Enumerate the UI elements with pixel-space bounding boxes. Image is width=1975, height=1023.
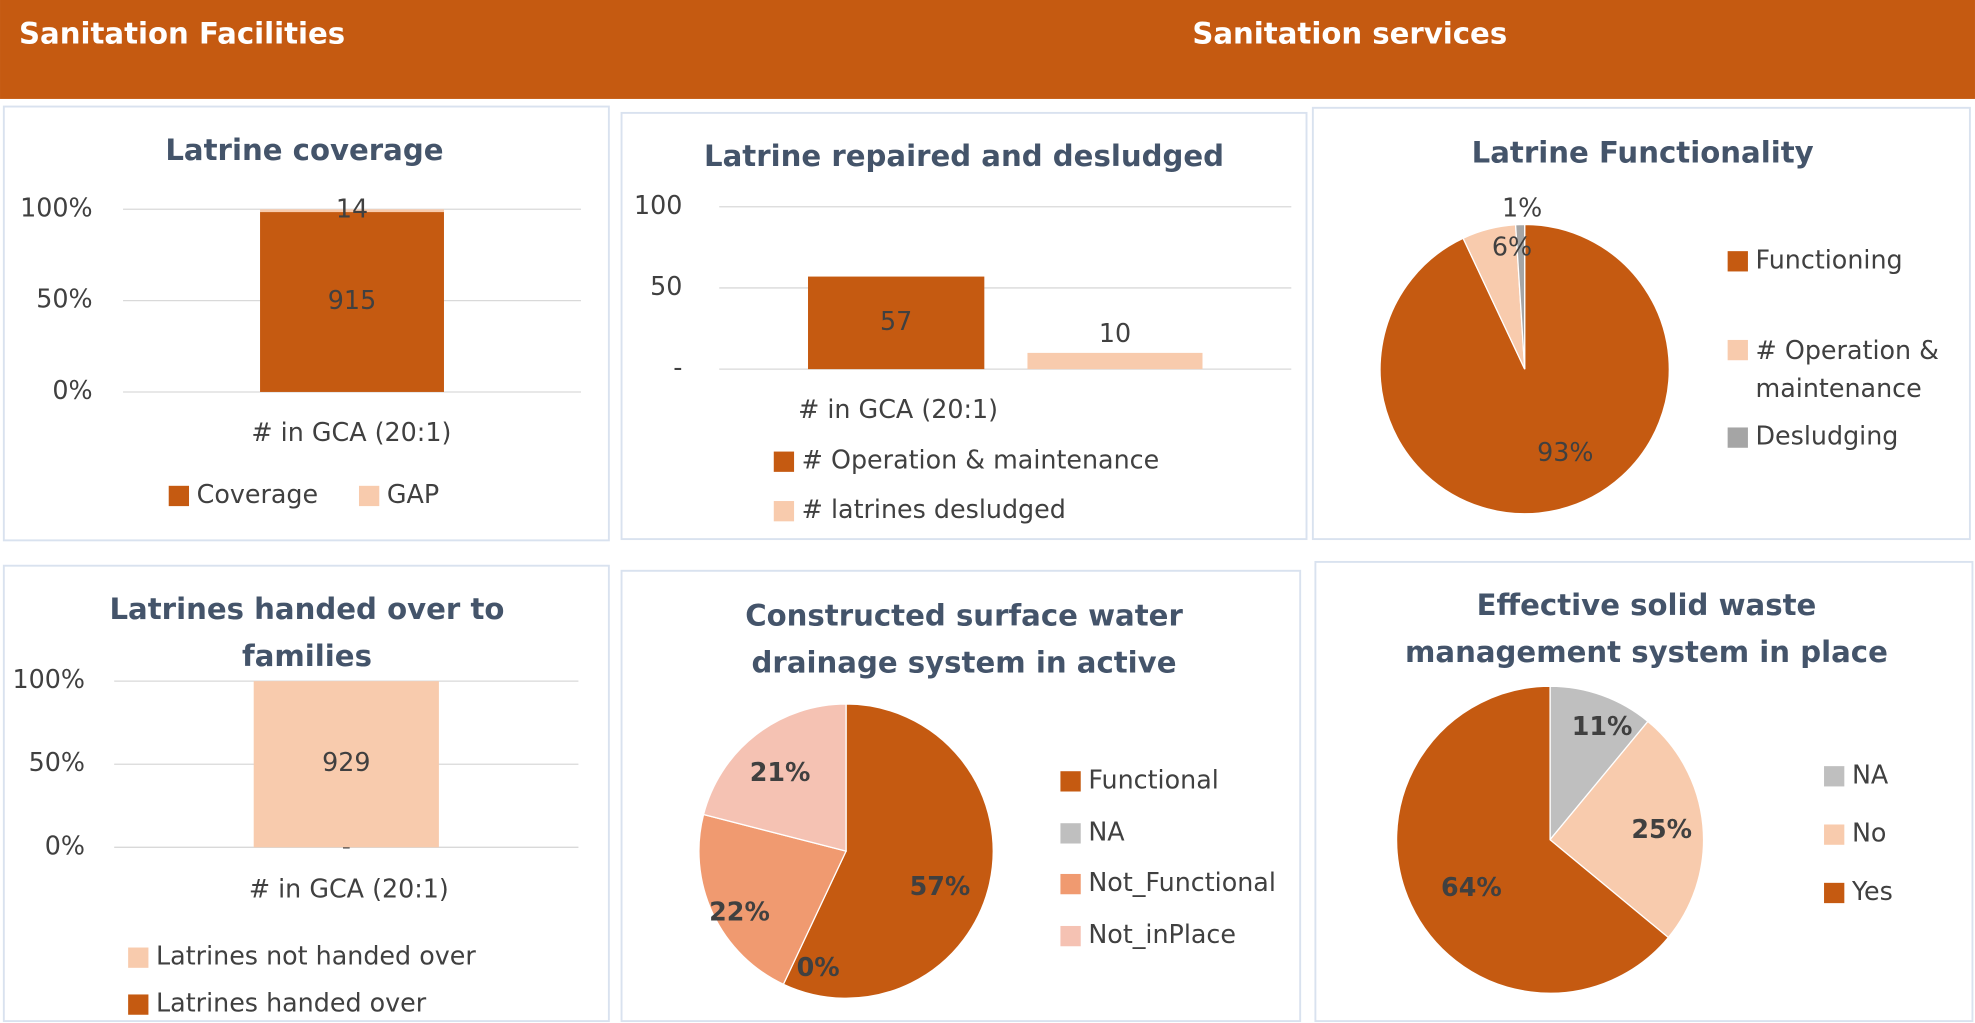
legend-swatch [1727, 339, 1748, 361]
data-label: 11% [1572, 711, 1633, 741]
data-label: 93% [1537, 437, 1593, 467]
y-tick-label: 0% [52, 375, 92, 405]
pie-slice [1549, 685, 1649, 842]
header-left: Sanitation Facilities [19, 17, 345, 51]
legend-label: Not_Functional [1088, 867, 1276, 897]
pie-slice [698, 813, 847, 986]
data-label: 25% [1631, 814, 1692, 844]
legend-label: NA [1852, 759, 1889, 789]
pie-slice [1396, 685, 1670, 994]
chart-title: Latrine Functionality [1471, 136, 1814, 170]
pie-slice [1549, 720, 1705, 939]
legend-label: Functional [1088, 764, 1218, 794]
y-tick-label: 100% [20, 192, 92, 222]
data-label: 21% [750, 757, 811, 787]
y-tick-label: 50% [29, 747, 85, 777]
legend-swatch [1727, 251, 1748, 272]
legend-label: # Operation & maintenance [1755, 334, 1939, 404]
legend-swatch [773, 501, 795, 522]
chart-title-box: Latrine Functionality [1471, 136, 1814, 170]
legend-label: # latrines desludged [802, 494, 1066, 524]
chart-title-box: Latrines handed over to families [109, 593, 505, 674]
legend-label: Latrines handed over [156, 988, 427, 1018]
chart-title: Latrine coverage [165, 134, 444, 168]
data-label: 0% [797, 952, 840, 982]
chart-title: Effective solid waste management system … [1404, 589, 1888, 670]
bar [1027, 352, 1203, 370]
data-label: 57 [880, 306, 912, 336]
legend-label: Yes [1851, 876, 1893, 906]
data-label: 57% [910, 871, 971, 901]
legend-label: Coverage [197, 479, 319, 509]
legend-label: No [1852, 818, 1887, 848]
y-tick-label: 0% [45, 830, 85, 860]
pie-slice [1514, 223, 1526, 370]
chart-title: Latrine repaired and desludged [704, 140, 1225, 174]
legend-swatch [1060, 771, 1081, 792]
legend-swatch [1060, 925, 1081, 947]
pie-slice [782, 703, 994, 999]
data-label: 929 [322, 747, 370, 777]
chart-title: Constructed surface water drainage syste… [745, 599, 1183, 695]
legend-label: GAP [387, 479, 439, 509]
x-tick-label: # in GCA (20:1) [798, 394, 998, 424]
legend-label: Functioning [1756, 244, 1903, 274]
y-tick-label: 100 [634, 190, 682, 220]
legend-label: # Operation & maintenance [802, 445, 1160, 475]
chart-title-box: Latrine repaired and desludged [704, 140, 1225, 174]
chart-title: Latrines handed over to families [109, 593, 505, 674]
legend-swatch [128, 994, 149, 1015]
legend-swatch [128, 947, 149, 968]
legend-swatch [1824, 824, 1845, 845]
data-label: 10 [1099, 318, 1131, 348]
bar [808, 276, 985, 370]
data-label: 1% [1502, 192, 1542, 222]
bar-segment [260, 209, 444, 213]
y-tick-label: 50 [650, 271, 682, 301]
y-tick-label: 100% [13, 664, 86, 694]
legend-label: Desludging [1756, 421, 1899, 451]
data-label: 915 [328, 285, 376, 315]
legend-swatch [1727, 427, 1748, 448]
legend-swatch [1824, 766, 1845, 787]
chart-title-box: Latrine coverage [165, 134, 444, 168]
bar-segment [260, 212, 444, 392]
data-label: 6% [1492, 232, 1532, 262]
header-band [0, 0, 1975, 99]
y-tick-label: - [673, 352, 682, 382]
data-label: 22% [709, 896, 770, 926]
x-tick-label: # in GCA (20:1) [249, 873, 449, 903]
legend-label: NA [1088, 816, 1125, 846]
legend-swatch [1060, 873, 1081, 895]
legend-swatch [773, 451, 795, 472]
chart-title-box: Effective solid waste management system … [1404, 589, 1888, 670]
legend-swatch [1060, 823, 1081, 844]
x-tick-label: # in GCA (20:1) [251, 417, 451, 447]
y-tick-label: 50% [36, 284, 92, 314]
legend-swatch [358, 485, 380, 507]
data-label: 64% [1441, 872, 1502, 902]
data-label: 14 [336, 194, 368, 224]
legend-swatch [1824, 882, 1845, 904]
pie-slice [702, 703, 847, 852]
bar-segment [253, 681, 439, 848]
chart-title-box: Constructed surface water drainage syste… [745, 599, 1183, 695]
legend-label: Latrines not handed over [156, 941, 476, 971]
legend-swatch [168, 485, 190, 507]
header-right: Sanitation services [1192, 17, 1507, 51]
legend-label-box: # Operation & maintenance [1755, 334, 1939, 404]
legend-label: Not_inPlace [1088, 919, 1236, 949]
